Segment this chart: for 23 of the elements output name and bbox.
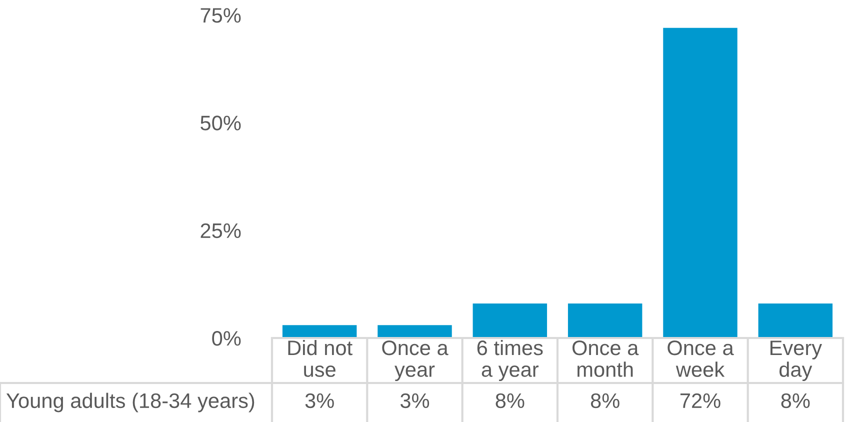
y-tick-label: 0% bbox=[212, 331, 241, 346]
y-tick-label: 25% bbox=[200, 223, 241, 238]
bar bbox=[568, 304, 642, 338]
y-tick-label: 75% bbox=[200, 8, 241, 23]
x-tick-label: Once a week bbox=[668, 340, 734, 377]
x-tick-label: 6 times a year bbox=[477, 340, 543, 382]
x-tick-label: Once a year bbox=[382, 340, 448, 382]
data-label: 8% bbox=[781, 393, 810, 408]
x-tick-label: Did not use bbox=[288, 340, 352, 377]
x-tick-label: Once a month bbox=[572, 340, 639, 377]
data-label: 8% bbox=[590, 393, 620, 408]
y-tick-label: 50% bbox=[200, 116, 241, 130]
data-label: 72% bbox=[680, 393, 720, 408]
bar bbox=[472, 304, 548, 338]
bar bbox=[282, 325, 357, 338]
bar bbox=[378, 325, 452, 338]
bar bbox=[663, 28, 738, 338]
data-label: 8% bbox=[496, 393, 524, 408]
data-label: 3% bbox=[305, 393, 334, 408]
text: Young adults (18-34 years) bbox=[6, 392, 254, 412]
x-tick-label: Every day bbox=[770, 340, 822, 382]
data-label: 3% bbox=[400, 393, 430, 408]
bar bbox=[758, 304, 833, 338]
